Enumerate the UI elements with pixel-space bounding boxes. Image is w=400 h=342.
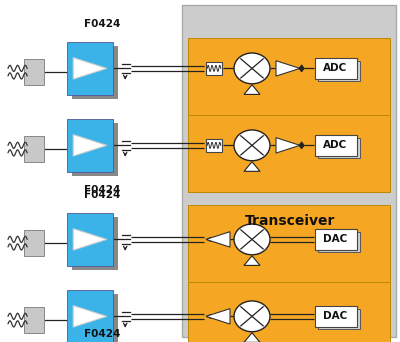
FancyBboxPatch shape xyxy=(67,213,113,266)
FancyBboxPatch shape xyxy=(206,139,222,152)
FancyBboxPatch shape xyxy=(24,136,44,162)
FancyBboxPatch shape xyxy=(24,60,44,85)
FancyBboxPatch shape xyxy=(67,119,113,172)
FancyBboxPatch shape xyxy=(72,217,118,270)
Polygon shape xyxy=(276,138,300,153)
FancyBboxPatch shape xyxy=(315,306,357,327)
Text: F0424: F0424 xyxy=(84,190,120,200)
Circle shape xyxy=(234,224,270,255)
FancyBboxPatch shape xyxy=(315,229,357,250)
Polygon shape xyxy=(299,65,304,72)
Polygon shape xyxy=(244,85,260,94)
Text: F0424: F0424 xyxy=(84,19,120,29)
FancyBboxPatch shape xyxy=(24,307,44,333)
FancyBboxPatch shape xyxy=(67,42,113,95)
FancyBboxPatch shape xyxy=(188,205,390,282)
Polygon shape xyxy=(244,162,260,171)
Polygon shape xyxy=(244,333,260,342)
Circle shape xyxy=(234,301,270,332)
Polygon shape xyxy=(73,58,107,79)
Text: DAC: DAC xyxy=(323,234,347,245)
FancyBboxPatch shape xyxy=(315,135,357,156)
Text: Transceiver: Transceiver xyxy=(244,214,335,227)
Polygon shape xyxy=(73,228,107,250)
FancyBboxPatch shape xyxy=(318,138,360,158)
Polygon shape xyxy=(244,256,260,265)
FancyBboxPatch shape xyxy=(188,115,390,192)
FancyBboxPatch shape xyxy=(318,61,360,81)
FancyBboxPatch shape xyxy=(318,309,360,329)
Polygon shape xyxy=(206,308,230,324)
Text: F0424: F0424 xyxy=(84,185,120,195)
Text: DAC: DAC xyxy=(323,311,347,321)
Text: F0424: F0424 xyxy=(84,329,120,339)
FancyBboxPatch shape xyxy=(318,232,360,252)
FancyBboxPatch shape xyxy=(206,62,222,75)
Text: ADC: ADC xyxy=(323,63,347,74)
FancyBboxPatch shape xyxy=(188,282,390,342)
FancyBboxPatch shape xyxy=(188,38,390,115)
Polygon shape xyxy=(276,61,300,76)
Circle shape xyxy=(234,53,270,84)
Polygon shape xyxy=(73,306,107,327)
Polygon shape xyxy=(206,232,230,247)
FancyBboxPatch shape xyxy=(72,123,118,176)
FancyBboxPatch shape xyxy=(72,294,118,342)
Polygon shape xyxy=(299,142,304,149)
Polygon shape xyxy=(73,135,107,156)
FancyBboxPatch shape xyxy=(182,5,396,337)
Circle shape xyxy=(234,130,270,161)
FancyBboxPatch shape xyxy=(72,46,118,99)
FancyBboxPatch shape xyxy=(67,290,113,342)
Text: ADC: ADC xyxy=(323,140,347,150)
FancyBboxPatch shape xyxy=(24,231,44,256)
FancyBboxPatch shape xyxy=(315,58,357,79)
